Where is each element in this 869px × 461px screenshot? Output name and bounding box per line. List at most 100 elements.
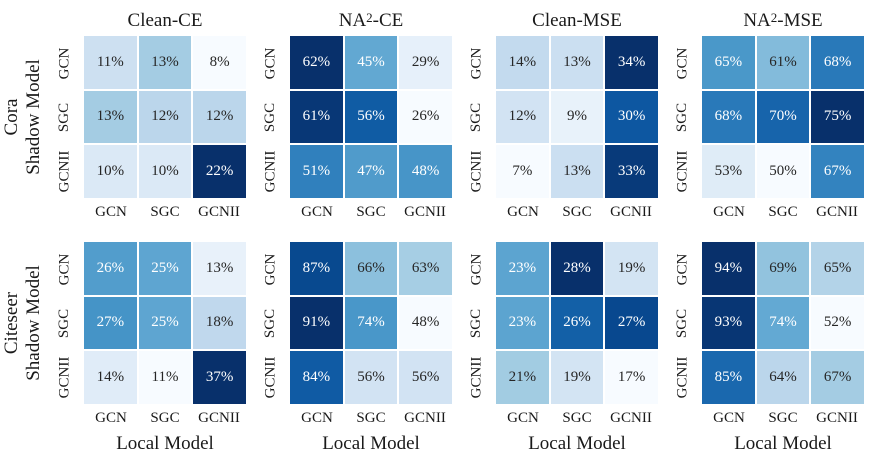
y-tick: SGC <box>664 90 702 144</box>
heatmap-cell: 10% <box>138 145 192 198</box>
y-tick-label: GCNII <box>56 150 73 192</box>
x-tick-row: GCN SGC GCNII <box>496 198 658 224</box>
heatmap-cell: 67% <box>811 351 864 404</box>
x-tick-label: SGC <box>562 410 592 426</box>
heatmap-cell: 26% <box>550 296 604 350</box>
panel-body: GCN SGC GCNII 26% 25% 13% 27% 25% 18% 14% 11% 37% <box>46 242 246 404</box>
y-tick-label: GCNII <box>262 150 279 192</box>
panel-title: NA 2 -MSE <box>702 3 864 36</box>
heatmap-cell: 56% <box>344 351 398 404</box>
heatmap-cell: 26% <box>84 242 137 295</box>
x-tick-label: GCNII <box>404 204 446 220</box>
heatmap-cell: 62% <box>290 36 343 89</box>
x-tick-row: GCN SGC GCNII <box>84 198 246 224</box>
y-tick: GCN <box>458 242 496 296</box>
y-tick-label: SGC <box>56 102 73 132</box>
y-tick: GCNII <box>252 144 290 198</box>
heatmap-panel-cora-0: Clean-CE GCN SGC GCNII 11% 13% 8% 13% 12% 12% 10% 1… <box>46 3 246 224</box>
heatmap-panel-citeseer-2: GCN SGC GCNII 23% 28% 19% 23% 26% 27% 21% 19% 17% GC… <box>458 242 658 460</box>
panel-body: GCN SGC GCNII 11% 13% 8% 13% 12% 12% 10% 10% 22% <box>46 36 246 198</box>
x-axis-label: Local Model <box>116 433 214 454</box>
x-tick-row: GCN SGC GCNII <box>290 198 452 224</box>
y-tick-column: GCN SGC GCNII <box>458 36 496 198</box>
x-tick-label: GCNII <box>610 410 652 426</box>
x-tick-label: GCN <box>95 204 127 220</box>
y-tick-label: GCN <box>674 253 691 285</box>
heatmap-cell: 30% <box>605 90 658 144</box>
y-tick: GCNII <box>664 350 702 404</box>
y-tick: SGC <box>458 296 496 350</box>
y-tick: GCN <box>458 36 496 90</box>
heatmap-cell: 9% <box>550 90 604 144</box>
y-tick: GCN <box>46 242 84 296</box>
heatmap-cell: 23% <box>496 296 549 350</box>
heatmap-cell: 22% <box>193 145 246 198</box>
y-tick-label: SGC <box>674 102 691 132</box>
x-tick-label: GCN <box>95 410 127 426</box>
y-tick: GCNII <box>664 144 702 198</box>
x-tick-label: GCN <box>507 204 539 220</box>
panel-body: GCN SGC GCNII 14% 13% 34% 12% 9% 30% 7% 13% 33% <box>458 36 658 198</box>
heatmap-cell: 7% <box>496 145 549 198</box>
x-tick-label: SGC <box>562 204 592 220</box>
heatmap-cell: 68% <box>811 36 864 89</box>
heatmap-cell: 13% <box>138 36 192 89</box>
y-tick: SGC <box>252 90 290 144</box>
y-tick: GCN <box>664 242 702 296</box>
x-tick-row: GCN SGC GCNII <box>496 404 658 430</box>
y-tick-label: GCNII <box>468 150 485 192</box>
y-tick-label: GCN <box>262 47 279 79</box>
heatmap-cell: 10% <box>84 145 137 198</box>
heatmap-panel-citeseer-0: GCN SGC GCNII 26% 25% 13% 27% 25% 18% 14% 11% 37% GC… <box>46 242 246 460</box>
x-axis-label: Local Model <box>322 433 420 454</box>
y-tick-label: GCN <box>56 47 73 79</box>
x-tick-label: GCN <box>301 410 333 426</box>
heatmap-cell: 13% <box>84 90 137 144</box>
heatmap-cell: 93% <box>702 296 755 350</box>
heatmap-panel-citeseer-1: GCN SGC GCNII 87% 66% 63% 91% 74% 48% 84% 56% 56% GC… <box>252 242 452 460</box>
title-text: NA <box>338 10 367 31</box>
y-axis-label-gutter-cora: Cora Shadow Model <box>0 3 46 224</box>
panel-title: NA 2 -CE <box>290 3 452 36</box>
heatmap-cell: 29% <box>399 36 452 89</box>
heatmap-cell: 14% <box>496 36 549 89</box>
x-axis-label: Local Model <box>528 433 626 454</box>
y-tick-column: GCN SGC GCNII <box>458 242 496 404</box>
heatmap-cell: 37% <box>193 351 246 404</box>
y-tick-column: GCN SGC GCNII <box>664 242 702 404</box>
x-tick-label: GCNII <box>198 204 240 220</box>
heatmap-cell: 8% <box>193 36 246 89</box>
heatmap-grid: 11% 13% 8% 13% 12% 12% 10% 10% 22% <box>84 36 246 198</box>
heatmap-cell: 70% <box>756 90 810 144</box>
y-tick-label: GCN <box>468 47 485 79</box>
x-tick-label: GCNII <box>816 410 858 426</box>
x-tick-label: GCN <box>713 410 745 426</box>
y-tick: GCNII <box>458 144 496 198</box>
heatmap-cell: 74% <box>756 296 810 350</box>
heatmap-grid: 23% 28% 19% 23% 26% 27% 21% 19% 17% <box>496 242 658 404</box>
y-tick-column: GCN SGC GCNII <box>46 36 84 198</box>
title-text: -CE <box>372 10 404 31</box>
heatmap-cell: 14% <box>84 351 137 404</box>
heatmap-cell: 69% <box>756 242 810 295</box>
heatmap-cell: 87% <box>290 242 343 295</box>
x-tick-label: SGC <box>768 410 798 426</box>
y-tick-label: SGC <box>468 102 485 132</box>
y-tick: GCN <box>46 36 84 90</box>
y-tick-label: SGC <box>468 308 485 338</box>
panel-body: GCN SGC GCNII 23% 28% 19% 23% 26% 27% 21% 19% 17% <box>458 242 658 404</box>
heatmap-grid: 94% 69% 65% 93% 74% 52% 85% 64% 67% <box>702 242 864 404</box>
y-tick-label: GCN <box>674 47 691 79</box>
title-superscript: 2 <box>366 10 373 25</box>
heatmap-panel-cora-1: NA 2 -CE GCN SGC GCNII 62% 45% 29% 61% 56% 26% 51% 47… <box>252 3 452 224</box>
heatmap-cell: 48% <box>399 145 452 198</box>
y-tick: GCNII <box>46 350 84 404</box>
panels-row-cora: Clean-CE GCN SGC GCNII 11% 13% 8% 13% 12% 12% 10% 1… <box>46 3 864 224</box>
heatmap-cell: 17% <box>605 351 658 404</box>
y-tick-label: GCN <box>468 253 485 285</box>
heatmap-cell: 61% <box>290 90 343 144</box>
heatmap-cell: 25% <box>138 296 192 350</box>
x-tick-label: SGC <box>150 204 180 220</box>
heatmap-cell: 12% <box>193 90 246 144</box>
